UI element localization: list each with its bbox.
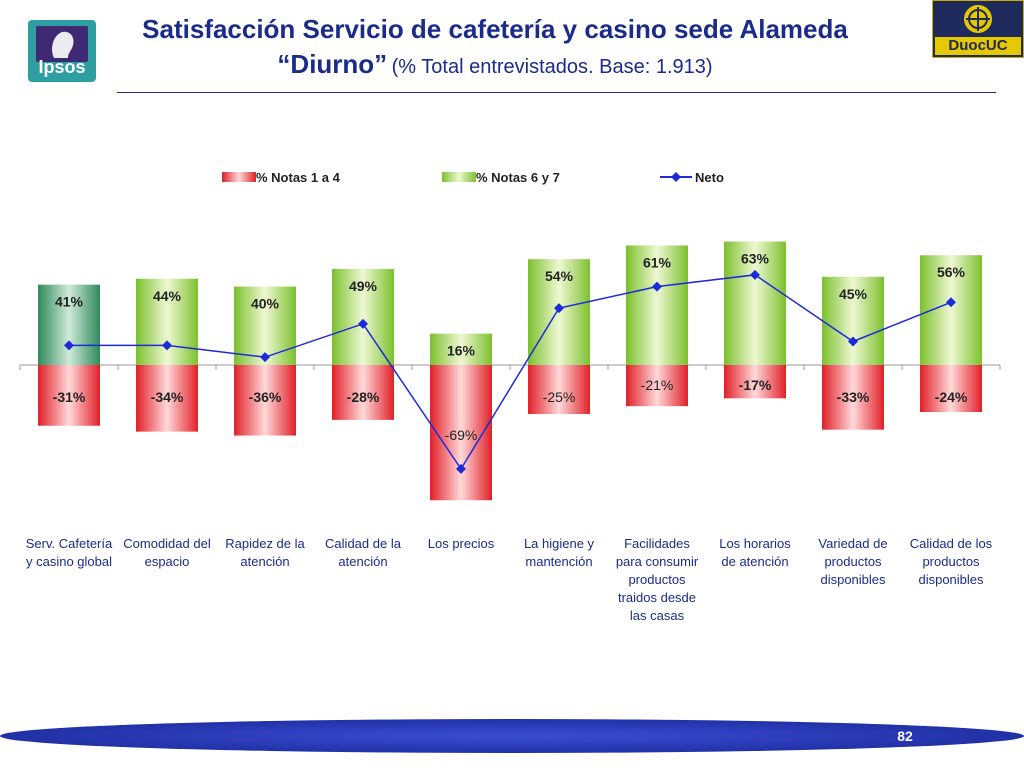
bar-negative [234,365,296,436]
data-label-negative: -31% [53,389,86,405]
title-note: (% Total entrevistados. Base: 1.913) [391,56,713,78]
legend-positive-swatch [442,172,476,182]
category-label: Facilidades para consumir productos traidos… [616,536,699,623]
bar-negative [136,365,198,432]
bar-positive [430,333,492,365]
data-label-positive: 54% [545,268,574,284]
data-label-negative: -17% [739,377,772,393]
data-label-negative: -24% [935,389,968,405]
bar-negative [822,365,884,430]
data-label-positive: 16% [447,343,476,359]
bar-negative [626,365,688,407]
series-line-neto [69,274,952,471]
bar-positive [332,268,394,365]
data-label-positive: 61% [643,254,672,270]
bar-negative [920,365,982,413]
neto-point [652,281,662,292]
data-label-positive: 44% [153,288,182,304]
legend-positive-label: % Notas 6 y 7 [476,170,560,185]
data-label-positive: 49% [349,278,378,294]
title-line-1: Satisfacción Servicio de cafetería y cas… [142,14,848,44]
ipsos-head-icon [36,26,88,62]
category-label: Rapidez de la atención [225,536,305,569]
title-line-2: “Diurno” [277,49,388,79]
chart: 41% 44% 40% 49% 16% 54% 61% 63% 45% 56% -31% -34% -3… [19,170,1001,623]
bar-positive [724,241,786,365]
bar-positive [136,278,198,365]
data-label-negative: -21% [641,377,674,393]
category-label: Calidad de los productos disponibles [910,536,993,587]
bar-positive [626,245,688,365]
bar-negative [38,365,100,426]
bar-negative [528,365,590,414]
ipsos-logo: Ipsos [28,20,96,82]
neto-point [64,340,74,351]
legend-neto-marker [671,172,681,182]
data-label-negative: -25% [543,389,576,405]
legend-neto-label: Neto [695,170,724,185]
category-label: Los horarios de atención [719,536,791,569]
neto-point [260,352,270,363]
data-label-negative: -33% [837,389,870,405]
category-label: Serv. Cafetería y casino global [26,536,113,569]
data-label-positive: 40% [251,296,280,312]
ipsos-logo-text: Ipsos [38,57,86,77]
bar-negative [332,365,394,420]
neto-point [456,463,466,474]
bar-positive [38,284,100,365]
page-title: Satisfacción Servicio de cafetería y cas… [100,14,890,84]
neto-point [946,297,956,308]
neto-point [848,336,858,347]
page-number: 82 [897,728,913,744]
category-label: La higiene y mantención [524,536,595,569]
data-label-positive: 45% [839,286,868,302]
data-label-positive: 41% [55,294,84,310]
duoc-logo: DuocUC [932,0,1024,58]
footer-band [0,719,1024,753]
title-divider [117,92,996,93]
neto-point [554,303,564,314]
duoc-logo-text: DuocUC [935,37,1021,55]
data-label-positive: 63% [741,251,770,267]
data-label-negative: -34% [151,389,184,405]
bar-positive [234,286,296,365]
category-label: Los precios [428,536,495,551]
category-label: Comodidad del espacio [123,536,211,569]
legend-negative-swatch [222,172,256,182]
bar-positive [822,276,884,365]
category-label: Calidad de la atención [325,536,402,569]
neto-point [358,318,368,329]
neto-point [750,269,760,280]
data-label-positive: 56% [937,264,966,280]
data-label-negative: -28% [347,389,380,405]
data-label-negative: -36% [249,389,282,405]
bar-negative [724,365,786,399]
legend-negative-label: % Notas 1 a 4 [256,170,341,185]
data-label-negative: -69% [445,427,478,443]
neto-point [162,340,172,351]
bar-negative [430,365,492,501]
duoc-crest-icon [962,3,994,35]
category-label: Variedad de productos disponibles [818,536,887,587]
